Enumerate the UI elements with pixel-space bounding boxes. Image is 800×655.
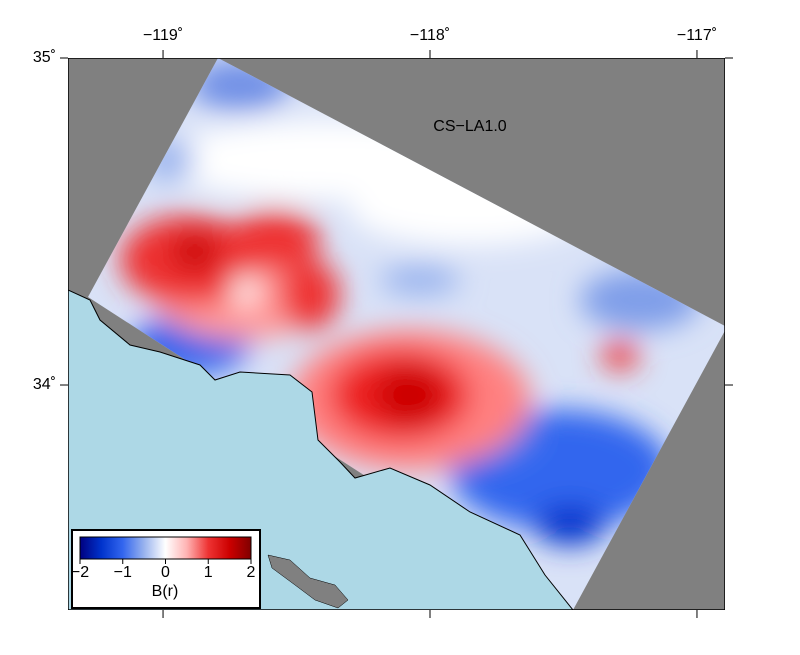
colorbar-tick-label: 0 bbox=[161, 564, 170, 581]
colorbar-label: B(r) bbox=[152, 583, 179, 600]
x-tick-label: −119˚ bbox=[143, 27, 183, 44]
colorbar-tick-label: −1 bbox=[114, 564, 132, 581]
island bbox=[267, 554, 349, 609]
colorbar-tick-label: 2 bbox=[247, 564, 256, 581]
x-tick-label: −117˚ bbox=[677, 27, 717, 44]
colorbar-tick-label: 1 bbox=[204, 564, 213, 581]
x-tick-label: −118˚ bbox=[410, 27, 450, 44]
y-tick-label: 34˚ bbox=[33, 376, 56, 393]
colorbar-tick-label: −2 bbox=[71, 564, 89, 581]
colorbar bbox=[79, 536, 252, 560]
model-label: CS−LA1.0 bbox=[433, 118, 506, 135]
y-tick-label: 35˚ bbox=[33, 49, 56, 66]
map-area bbox=[68, 58, 725, 610]
